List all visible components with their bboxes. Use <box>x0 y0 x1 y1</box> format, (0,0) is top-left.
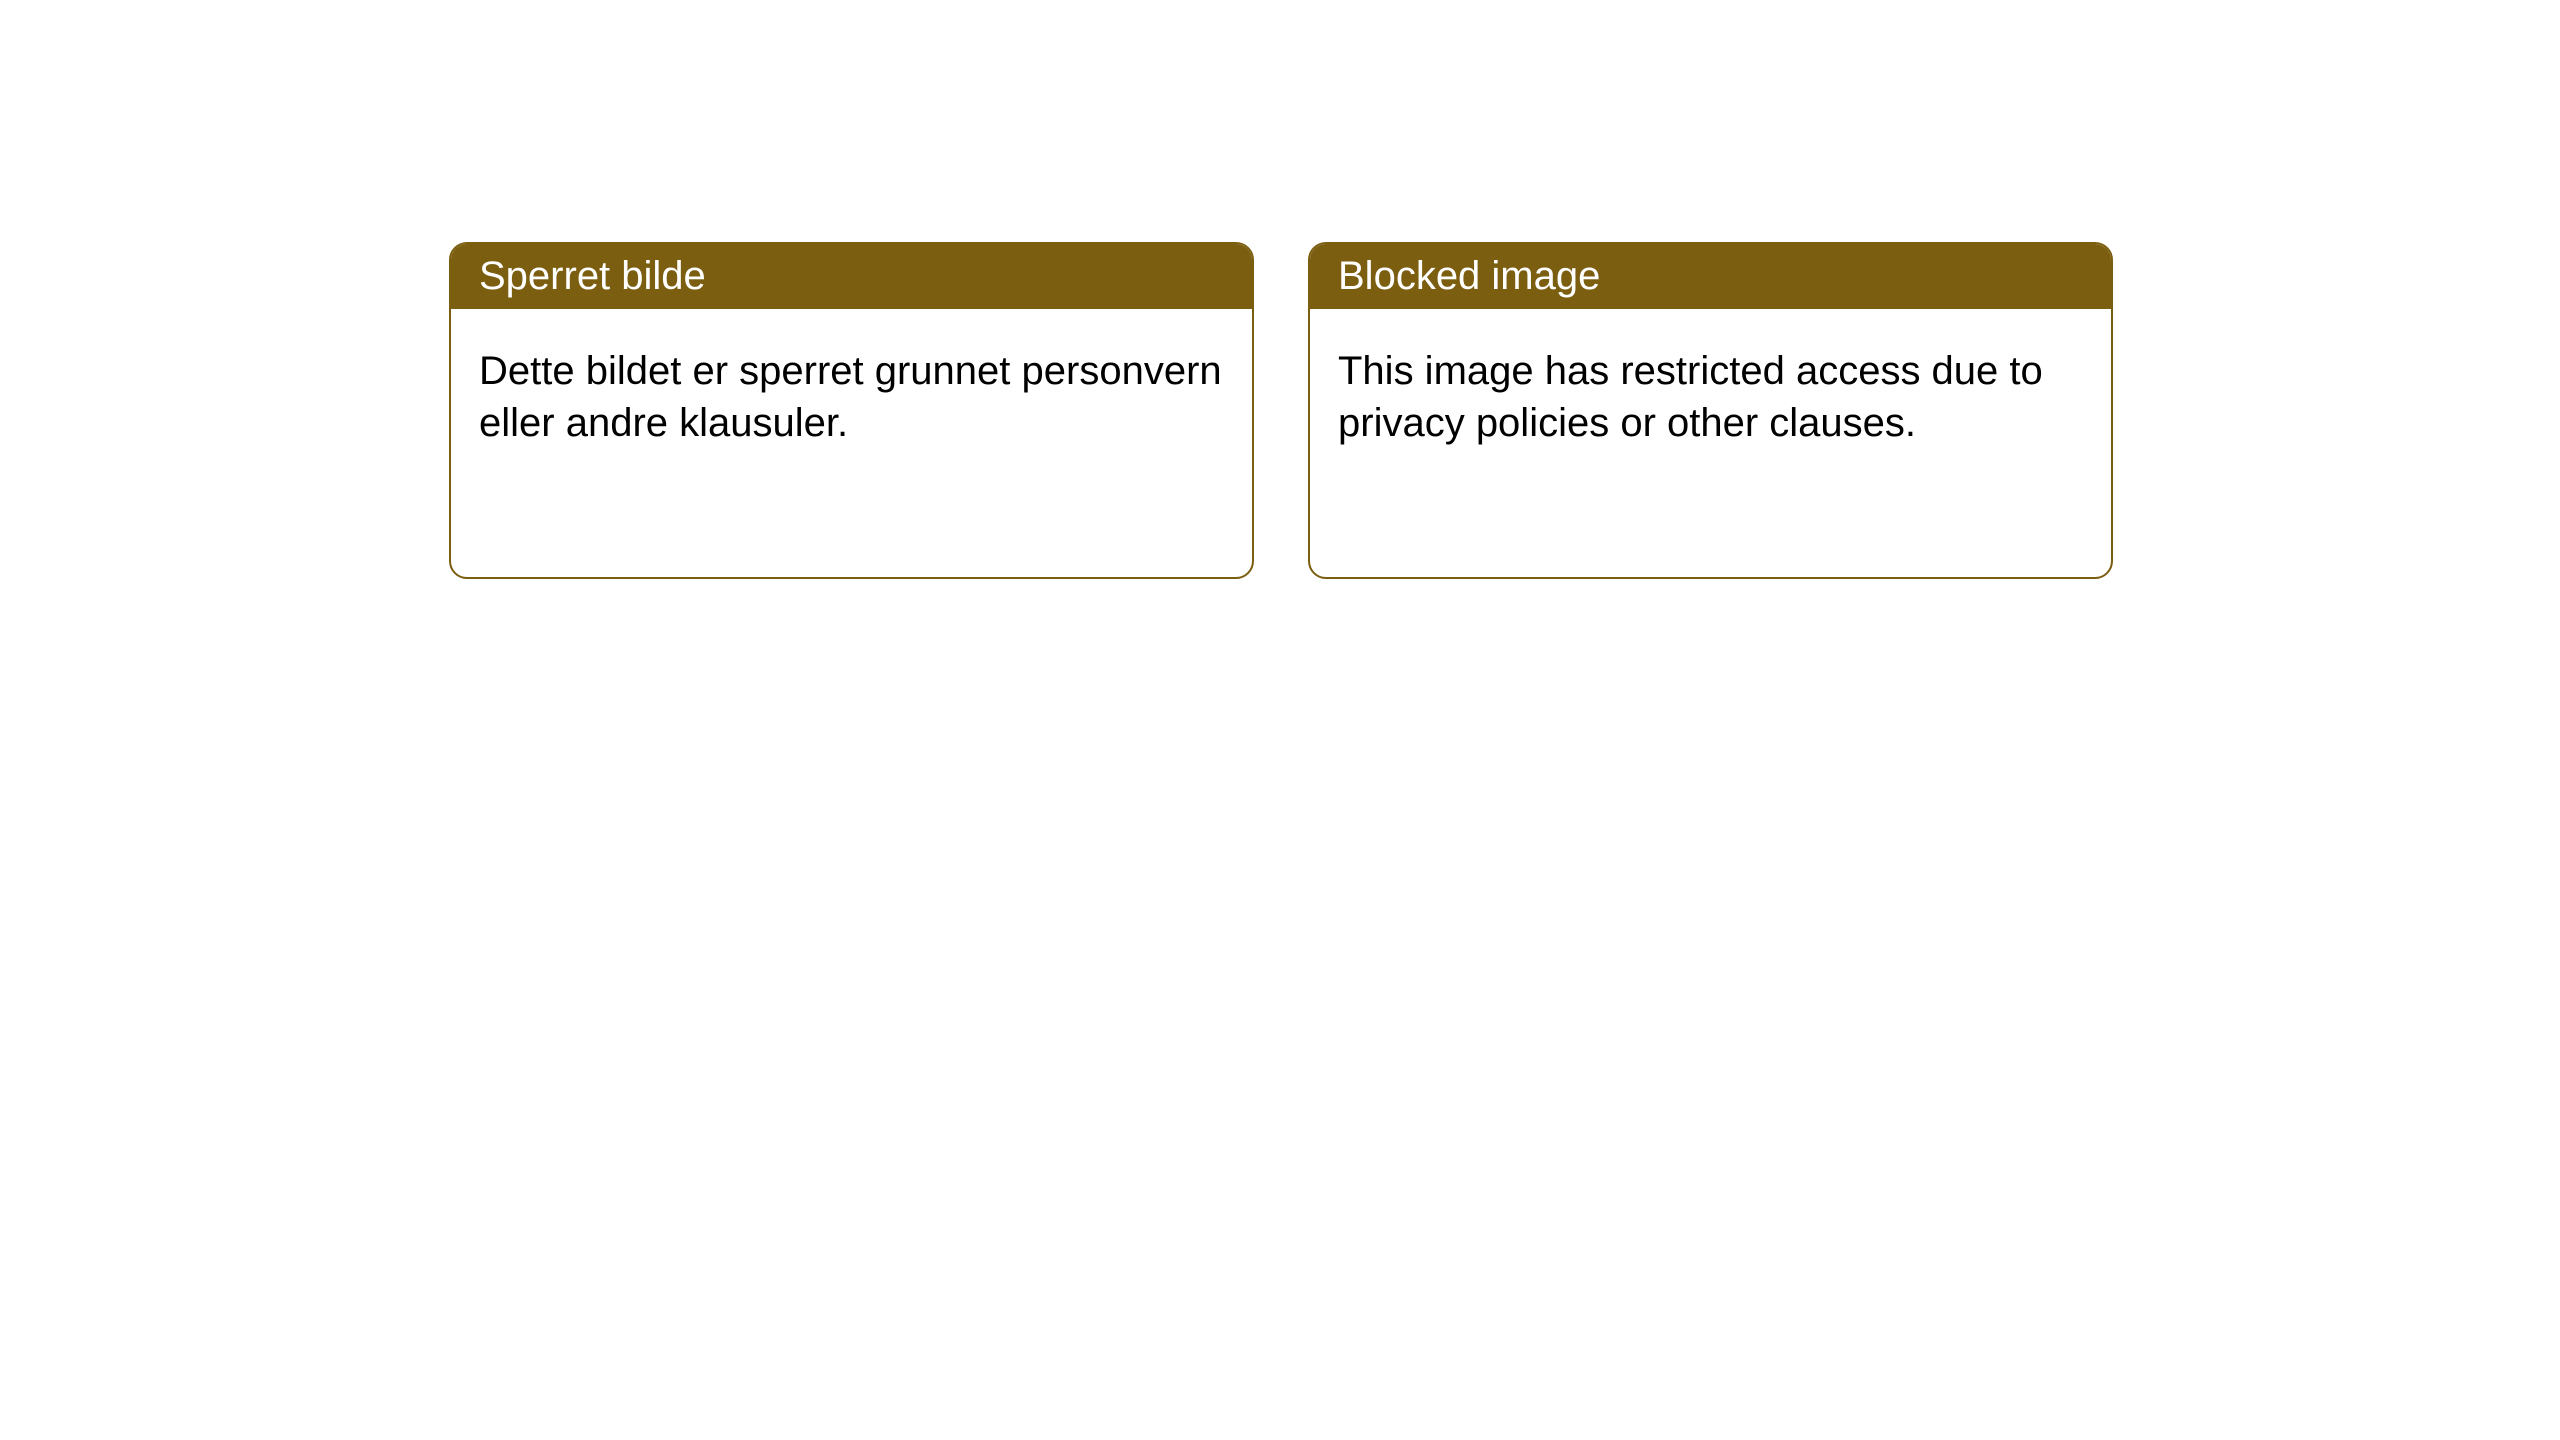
panels-container: Sperret bilde Dette bildet er sperret gr… <box>449 242 2113 579</box>
panel-title-english: Blocked image <box>1310 244 2111 309</box>
panel-title-norwegian: Sperret bilde <box>451 244 1252 309</box>
panel-body-english: This image has restricted access due to … <box>1310 309 2111 485</box>
panel-english: Blocked image This image has restricted … <box>1308 242 2113 579</box>
panel-norwegian: Sperret bilde Dette bildet er sperret gr… <box>449 242 1254 579</box>
panel-body-norwegian: Dette bildet er sperret grunnet personve… <box>451 309 1252 485</box>
